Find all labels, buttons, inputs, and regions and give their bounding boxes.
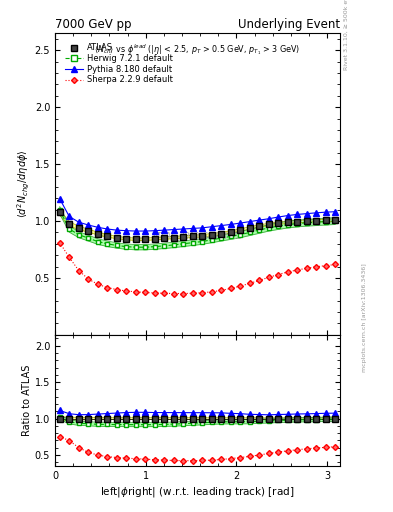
X-axis label: left|$\phi$right| (w.r.t. leading track) [rad]: left|$\phi$right| (w.r.t. leading track)… — [100, 485, 295, 499]
Y-axis label: $\langle d^2 N_{chg}/d\eta d\phi\rangle$: $\langle d^2 N_{chg}/d\eta d\phi\rangle$ — [16, 150, 32, 218]
Text: $\langle N_{ch}\rangle$ vs $\phi^{lead}$ ($|\eta|$ < 2.5, $p_T$ > 0.5 GeV, $p_{T: $\langle N_{ch}\rangle$ vs $\phi^{lead}$… — [94, 42, 301, 57]
Legend: ATLAS, Herwig 7.2.1 default, Pythia 8.180 default, Sherpa 2.2.9 default: ATLAS, Herwig 7.2.1 default, Pythia 8.18… — [65, 44, 173, 84]
Y-axis label: Ratio to ATLAS: Ratio to ATLAS — [22, 365, 32, 436]
Text: 7000 GeV pp: 7000 GeV pp — [55, 18, 132, 31]
Text: Underlying Event: Underlying Event — [238, 18, 340, 31]
Text: Rivet 3.1.10, ≥ 500k events: Rivet 3.1.10, ≥ 500k events — [344, 0, 349, 70]
Text: ATLAS_2010_S8894728: ATLAS_2010_S8894728 — [152, 231, 242, 240]
Text: mcplots.cern.ch [arXiv:1306.3436]: mcplots.cern.ch [arXiv:1306.3436] — [362, 263, 367, 372]
